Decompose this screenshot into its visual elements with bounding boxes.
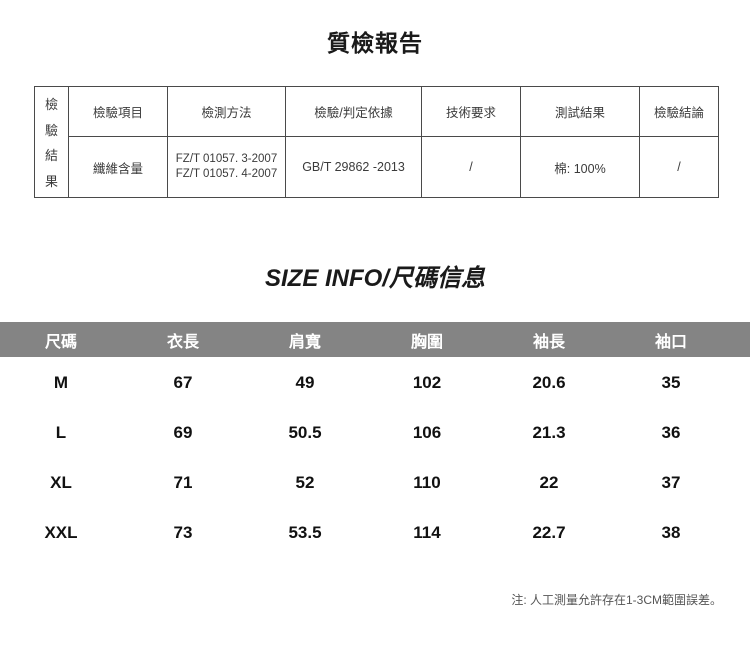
size-table-row-xl: XL 71 52 110 22 37 [0, 458, 732, 508]
size-cell: 106 [412, 423, 442, 442]
size-cell: 38 [661, 523, 681, 542]
qc-side-label-cell: 檢 驗 結 果 [34, 86, 69, 198]
qc-method-line-2: FZ/T 01057. 4-2007 [175, 168, 278, 180]
size-cell: 52 [295, 473, 315, 492]
size-cell: 71 [173, 473, 193, 492]
size-cell: 20.6 [532, 373, 566, 392]
size-cell: M [53, 373, 69, 392]
size-cell: 22 [539, 473, 559, 492]
size-table-row-xxl: XXL 73 53.5 114 22.7 38 [0, 508, 732, 558]
size-col-header-shoulder: 肩寬 [288, 333, 321, 351]
size-col-header-sleeve-length: 袖長 [532, 333, 565, 351]
qc-col-header-basis: 檢驗/判定依據 [285, 86, 422, 137]
size-cell: 37 [661, 473, 681, 492]
qc-side-char: 果 [44, 173, 58, 189]
size-cell: 53.5 [288, 523, 322, 542]
measurement-note: 注: 人工測量允許存在1-3CM範圍誤差。 [511, 593, 722, 607]
size-table-row-m: M 67 49 102 20.6 35 [0, 358, 732, 408]
size-cell: 21.3 [532, 423, 566, 442]
size-cell: 69 [173, 423, 193, 442]
size-cell: 22.7 [532, 523, 566, 542]
size-cell: 67 [173, 373, 193, 392]
size-cell: 36 [661, 423, 681, 442]
qc-cell-basis: GB/T 29862 -2013 [285, 136, 422, 198]
qc-col-header-item: 檢驗項目 [68, 86, 168, 137]
size-col-header-size: 尺碼 [44, 333, 77, 351]
size-cell: 114 [413, 523, 441, 542]
size-table-header-row: 尺碼 衣長 肩寬 胸圍 袖長 袖口 [0, 322, 750, 357]
qc-cell-conclusion: / [639, 136, 719, 198]
qc-report-title: 質檢報告 [327, 30, 423, 56]
size-info-title: SIZE INFO/尺碼信息 [264, 265, 485, 292]
qc-col-header-test-result: 測試結果 [520, 86, 640, 137]
size-table-header-grid: 尺碼 衣長 肩寬 胸圍 袖長 袖口 [0, 322, 732, 357]
size-cell: 35 [661, 373, 681, 392]
size-col-header-cuff: 袖口 [654, 333, 687, 351]
size-cell: 73 [173, 523, 193, 542]
size-cell: L [55, 423, 67, 442]
size-cell: 102 [412, 373, 442, 392]
qc-col-header-method: 檢測方法 [167, 86, 286, 137]
qc-cell-tech-req: / [421, 136, 521, 198]
qc-cell-method: FZ/T 01057. 3-2007 FZ/T 01057. 4-2007 [167, 136, 286, 198]
qc-table-data-row: 纖維含量 FZ/T 01057. 3-2007 FZ/T 01057. 4-20… [35, 136, 719, 198]
size-cell: XXL [44, 523, 78, 542]
size-col-header-length: 衣長 [166, 333, 199, 351]
size-cell: 49 [295, 373, 315, 392]
size-col-header-bust: 胸圍 [410, 333, 443, 351]
qc-report-table: 檢 驗 結 果 檢驗項目 檢測方法 檢驗/判定依據 技術要求 測試結果 檢驗結論… [34, 86, 719, 198]
qc-method-line-1: FZ/T 01057. 3-2007 [175, 153, 278, 166]
size-cell: 110 [413, 473, 441, 492]
qc-cell-test-result: 棉: 100% [520, 136, 640, 198]
qc-side-char: 檢 [44, 97, 58, 113]
qc-table-header-row: 檢 驗 結 果 檢驗項目 檢測方法 檢驗/判定依據 技術要求 測試結果 檢驗結論 [34, 86, 719, 198]
size-cell: XL [50, 473, 72, 492]
size-table-body: M 67 49 102 20.6 35 L 69 50.5 106 21.3 3… [0, 358, 750, 558]
qc-side-char: 結 [44, 148, 58, 164]
qc-col-header-tech-req: 技術要求 [421, 86, 521, 137]
qc-cell-item: 纖維含量 [68, 136, 168, 198]
size-cell: 50.5 [288, 423, 322, 442]
qc-side-char: 驗 [44, 122, 58, 138]
qc-side-label: 檢 驗 結 果 [37, 88, 66, 196]
size-table-row-l: L 69 50.5 106 21.3 36 [0, 408, 732, 458]
qc-col-header-conclusion: 檢驗結論 [639, 86, 719, 137]
